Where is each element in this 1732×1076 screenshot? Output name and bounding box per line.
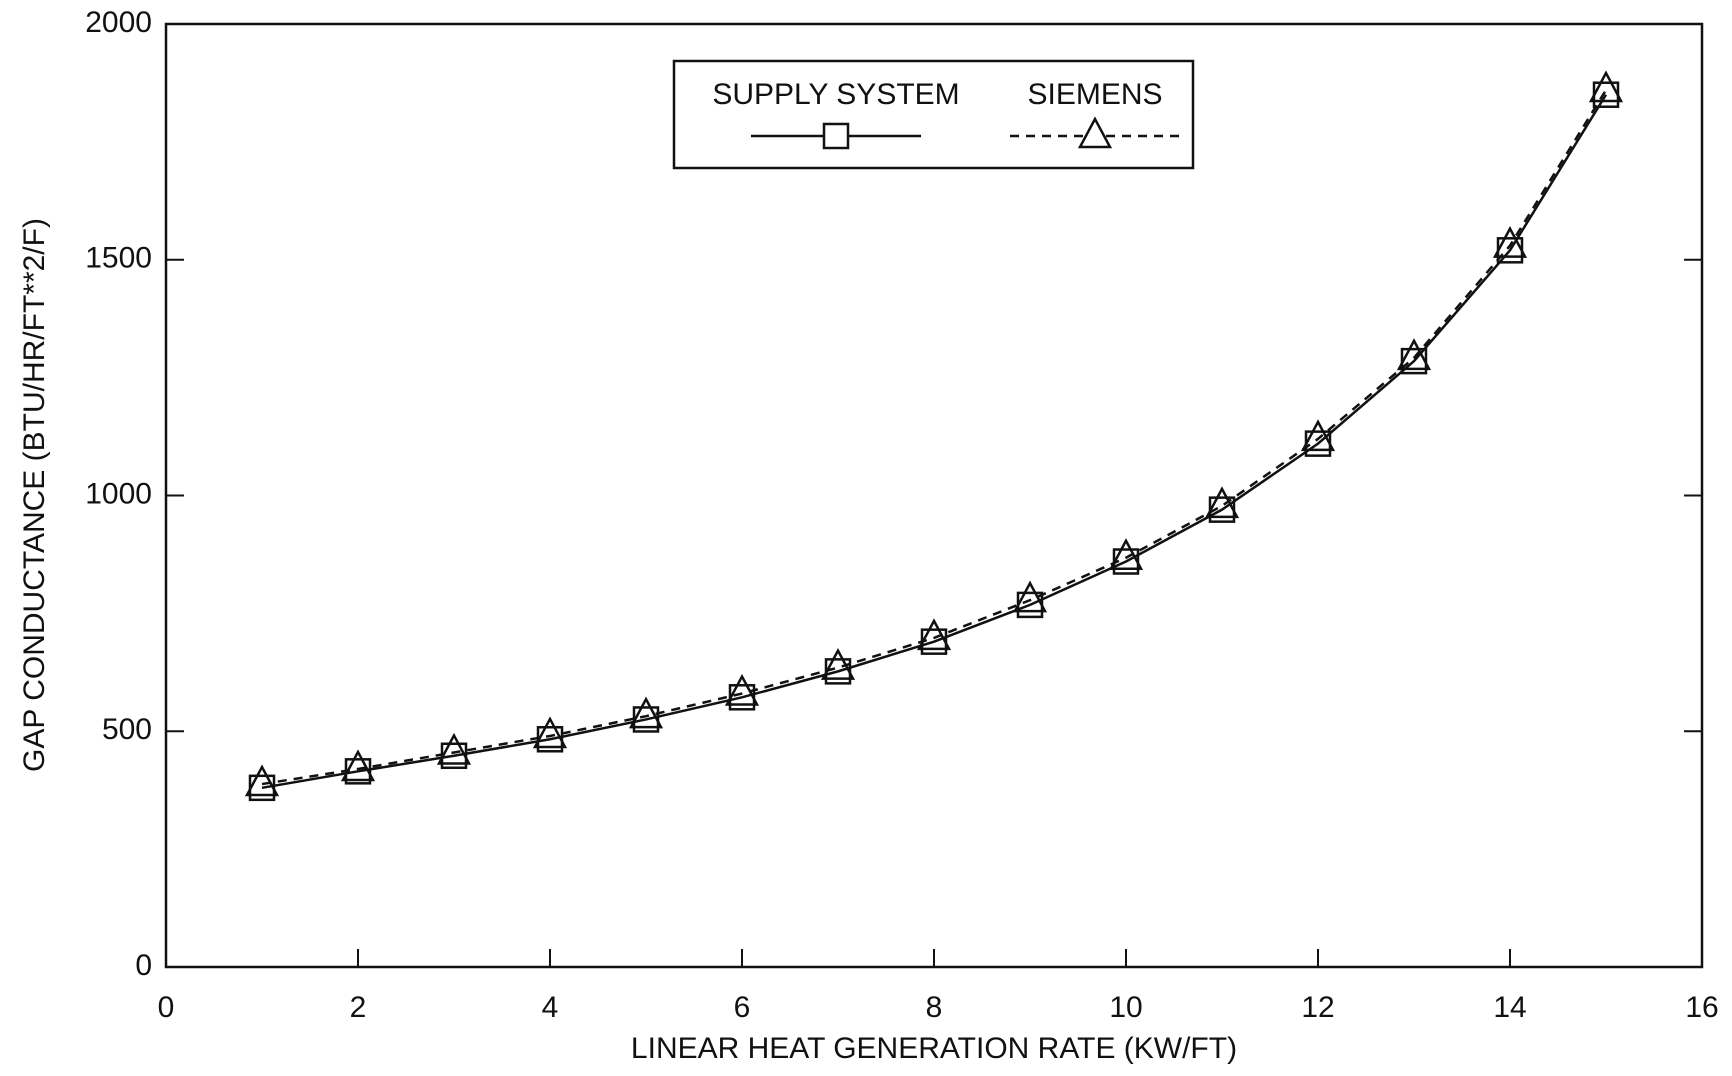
- legend-box: [672, 59, 1195, 170]
- marker-triangle: [820, 647, 856, 680]
- y-tick-label: 1500: [85, 242, 152, 275]
- marker-triangle: [916, 618, 952, 651]
- x-tick-label: 14: [1493, 991, 1526, 1024]
- legend: SUPPLY SYSTEM SIEMENS: [672, 59, 1195, 170]
- legend-marker: [822, 122, 850, 150]
- marker-triangle: [1012, 580, 1048, 613]
- x-tick-label: 6: [734, 991, 751, 1024]
- legend-marker: [1077, 116, 1113, 149]
- x-tick-label: 16: [1685, 991, 1718, 1024]
- marker-triangle: [244, 764, 280, 797]
- marker-triangle: [1396, 338, 1432, 371]
- marker-triangle: [340, 749, 376, 782]
- series-line: [261, 89, 1608, 786]
- y-tick-label: 2000: [85, 6, 152, 39]
- x-tick-label: 12: [1301, 991, 1334, 1024]
- y-tick-label: 500: [102, 713, 152, 746]
- y-axis-label: GAP CONDUCTANCE (BTU/HR/FT**2/F): [18, 218, 51, 772]
- marker-triangle: [436, 732, 472, 765]
- legend-label: SIEMENS: [1027, 78, 1162, 111]
- marker-triangle: [1300, 419, 1336, 452]
- y-tick-label: 0: [135, 949, 152, 982]
- marker-triangle: [1588, 70, 1624, 103]
- x-tick-label: 4: [542, 991, 559, 1024]
- marker-triangle: [1108, 538, 1144, 570]
- series-line: [261, 94, 1608, 790]
- y-tick-label: 1000: [85, 477, 152, 510]
- marker-triangle: [628, 696, 664, 729]
- legend-label: SUPPLY SYSTEM: [712, 78, 959, 111]
- x-tick-label: 10: [1109, 991, 1142, 1024]
- x-tick-label: 8: [926, 991, 943, 1024]
- x-axis-label: LINEAR HEAT GENERATION RATE (KW/FT): [631, 1032, 1237, 1065]
- x-tick-label: 0: [158, 991, 175, 1024]
- marker-triangle: [724, 673, 760, 706]
- marker-triangle: [532, 716, 568, 749]
- marker-triangle: [1204, 486, 1240, 519]
- marker-triangle: [1492, 225, 1528, 258]
- x-tick-label: 2: [350, 991, 367, 1024]
